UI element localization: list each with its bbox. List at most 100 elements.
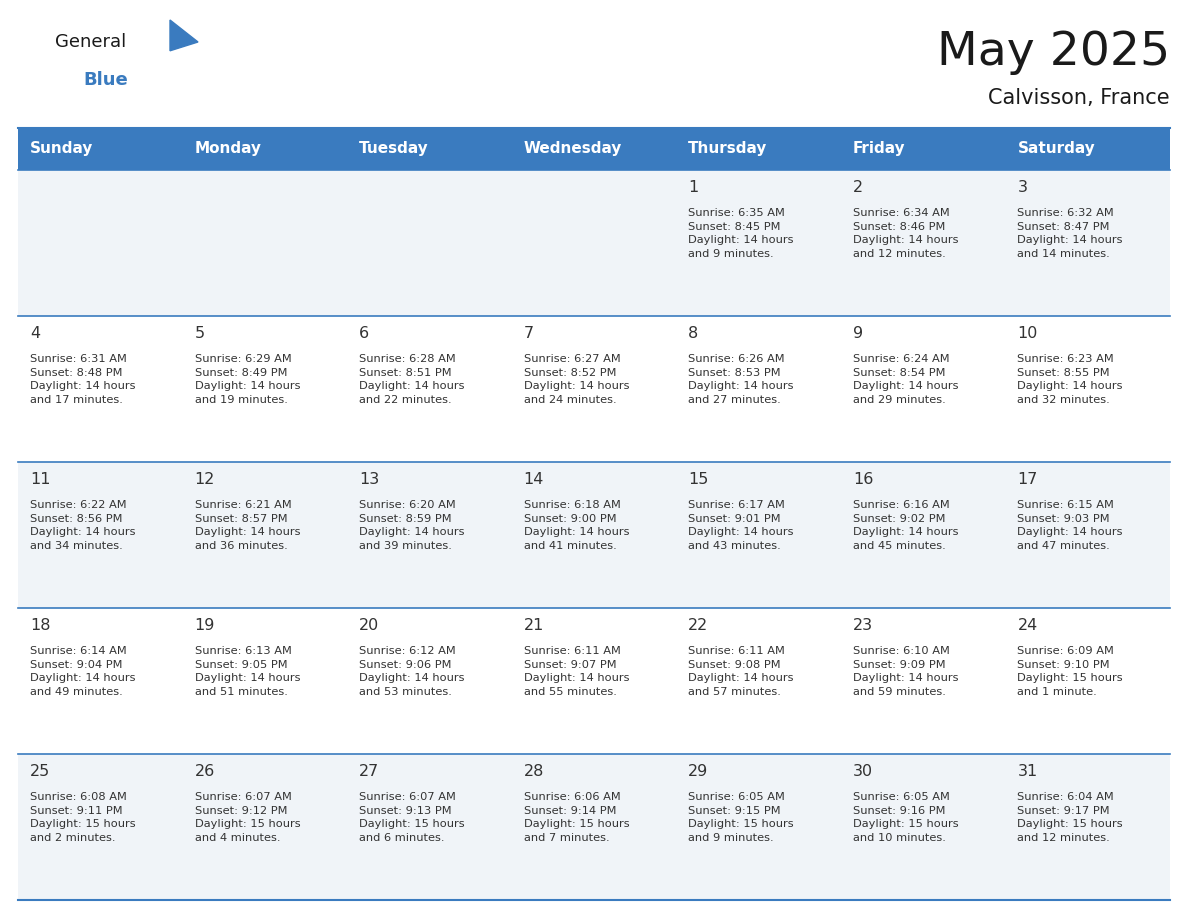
Text: Sunrise: 6:04 AM
Sunset: 9:17 PM
Daylight: 15 hours
and 12 minutes.: Sunrise: 6:04 AM Sunset: 9:17 PM Dayligh…: [1017, 792, 1123, 843]
Text: Sunrise: 6:32 AM
Sunset: 8:47 PM
Daylight: 14 hours
and 14 minutes.: Sunrise: 6:32 AM Sunset: 8:47 PM Dayligh…: [1017, 208, 1123, 259]
Text: 8: 8: [688, 326, 699, 341]
Text: 17: 17: [1017, 472, 1038, 487]
Text: 28: 28: [524, 764, 544, 779]
Text: Sunrise: 6:34 AM
Sunset: 8:46 PM
Daylight: 14 hours
and 12 minutes.: Sunrise: 6:34 AM Sunset: 8:46 PM Dayligh…: [853, 208, 959, 259]
Bar: [183, 462, 347, 608]
Text: Sunrise: 6:11 AM
Sunset: 9:08 PM
Daylight: 14 hours
and 57 minutes.: Sunrise: 6:11 AM Sunset: 9:08 PM Dayligh…: [688, 646, 794, 697]
Text: Sunrise: 6:26 AM
Sunset: 8:53 PM
Daylight: 14 hours
and 27 minutes.: Sunrise: 6:26 AM Sunset: 8:53 PM Dayligh…: [688, 354, 794, 405]
Text: Sunrise: 6:15 AM
Sunset: 9:03 PM
Daylight: 14 hours
and 47 minutes.: Sunrise: 6:15 AM Sunset: 9:03 PM Dayligh…: [1017, 500, 1123, 551]
Bar: [841, 316, 1005, 462]
Text: 21: 21: [524, 618, 544, 633]
Text: 13: 13: [359, 472, 379, 487]
Text: Sunrise: 6:13 AM
Sunset: 9:05 PM
Daylight: 14 hours
and 51 minutes.: Sunrise: 6:13 AM Sunset: 9:05 PM Dayligh…: [195, 646, 301, 697]
Bar: [18, 316, 183, 462]
Bar: [841, 608, 1005, 754]
Text: 5: 5: [195, 326, 204, 341]
Bar: [347, 316, 512, 462]
Text: 6: 6: [359, 326, 369, 341]
Text: Sunrise: 6:07 AM
Sunset: 9:13 PM
Daylight: 15 hours
and 6 minutes.: Sunrise: 6:07 AM Sunset: 9:13 PM Dayligh…: [359, 792, 465, 843]
Bar: [18, 754, 183, 900]
Text: 19: 19: [195, 618, 215, 633]
Text: Sunrise: 6:14 AM
Sunset: 9:04 PM
Daylight: 14 hours
and 49 minutes.: Sunrise: 6:14 AM Sunset: 9:04 PM Dayligh…: [30, 646, 135, 697]
Bar: [347, 608, 512, 754]
Text: Calvisson, France: Calvisson, France: [988, 88, 1170, 108]
Text: 16: 16: [853, 472, 873, 487]
Bar: [676, 754, 841, 900]
Bar: [1005, 462, 1170, 608]
Text: 24: 24: [1017, 618, 1037, 633]
Text: Sunrise: 6:16 AM
Sunset: 9:02 PM
Daylight: 14 hours
and 45 minutes.: Sunrise: 6:16 AM Sunset: 9:02 PM Dayligh…: [853, 500, 959, 551]
Bar: [1005, 170, 1170, 316]
Bar: [841, 462, 1005, 608]
Text: Sunrise: 6:20 AM
Sunset: 8:59 PM
Daylight: 14 hours
and 39 minutes.: Sunrise: 6:20 AM Sunset: 8:59 PM Dayligh…: [359, 500, 465, 551]
Text: Saturday: Saturday: [1017, 141, 1095, 156]
Text: Sunrise: 6:35 AM
Sunset: 8:45 PM
Daylight: 14 hours
and 9 minutes.: Sunrise: 6:35 AM Sunset: 8:45 PM Dayligh…: [688, 208, 794, 259]
Text: 25: 25: [30, 764, 50, 779]
Text: 7: 7: [524, 326, 533, 341]
Text: 4: 4: [30, 326, 40, 341]
Text: Sunrise: 6:27 AM
Sunset: 8:52 PM
Daylight: 14 hours
and 24 minutes.: Sunrise: 6:27 AM Sunset: 8:52 PM Dayligh…: [524, 354, 630, 405]
Bar: [347, 462, 512, 608]
Text: 3: 3: [1017, 180, 1028, 195]
Bar: [676, 608, 841, 754]
Text: 14: 14: [524, 472, 544, 487]
Text: Tuesday: Tuesday: [359, 141, 429, 156]
Bar: [18, 128, 1170, 170]
Bar: [18, 170, 183, 316]
Text: Wednesday: Wednesday: [524, 141, 623, 156]
Text: 20: 20: [359, 618, 379, 633]
Text: Sunday: Sunday: [30, 141, 94, 156]
Text: 31: 31: [1017, 764, 1037, 779]
Text: 2: 2: [853, 180, 862, 195]
Text: Sunrise: 6:18 AM
Sunset: 9:00 PM
Daylight: 14 hours
and 41 minutes.: Sunrise: 6:18 AM Sunset: 9:00 PM Dayligh…: [524, 500, 630, 551]
Bar: [841, 170, 1005, 316]
Text: 27: 27: [359, 764, 379, 779]
Text: Monday: Monday: [195, 141, 261, 156]
Text: Blue: Blue: [83, 71, 128, 89]
Text: Thursday: Thursday: [688, 141, 767, 156]
Text: 23: 23: [853, 618, 873, 633]
Bar: [512, 316, 676, 462]
Text: 12: 12: [195, 472, 215, 487]
Text: 30: 30: [853, 764, 873, 779]
Text: Sunrise: 6:17 AM
Sunset: 9:01 PM
Daylight: 14 hours
and 43 minutes.: Sunrise: 6:17 AM Sunset: 9:01 PM Dayligh…: [688, 500, 794, 551]
Bar: [841, 754, 1005, 900]
Bar: [676, 170, 841, 316]
Bar: [512, 170, 676, 316]
Text: Sunrise: 6:05 AM
Sunset: 9:16 PM
Daylight: 15 hours
and 10 minutes.: Sunrise: 6:05 AM Sunset: 9:16 PM Dayligh…: [853, 792, 959, 843]
Bar: [1005, 316, 1170, 462]
Bar: [183, 170, 347, 316]
Bar: [183, 316, 347, 462]
Text: 9: 9: [853, 326, 862, 341]
Text: Sunrise: 6:10 AM
Sunset: 9:09 PM
Daylight: 14 hours
and 59 minutes.: Sunrise: 6:10 AM Sunset: 9:09 PM Dayligh…: [853, 646, 959, 697]
Text: Sunrise: 6:24 AM
Sunset: 8:54 PM
Daylight: 14 hours
and 29 minutes.: Sunrise: 6:24 AM Sunset: 8:54 PM Dayligh…: [853, 354, 959, 405]
Text: 18: 18: [30, 618, 51, 633]
Bar: [183, 608, 347, 754]
Text: 1: 1: [688, 180, 699, 195]
Text: Sunrise: 6:23 AM
Sunset: 8:55 PM
Daylight: 14 hours
and 32 minutes.: Sunrise: 6:23 AM Sunset: 8:55 PM Dayligh…: [1017, 354, 1123, 405]
Bar: [18, 462, 183, 608]
Text: May 2025: May 2025: [937, 30, 1170, 75]
Bar: [18, 608, 183, 754]
Text: 22: 22: [688, 618, 708, 633]
Text: Sunrise: 6:11 AM
Sunset: 9:07 PM
Daylight: 14 hours
and 55 minutes.: Sunrise: 6:11 AM Sunset: 9:07 PM Dayligh…: [524, 646, 630, 697]
Text: Friday: Friday: [853, 141, 905, 156]
Bar: [183, 754, 347, 900]
Text: Sunrise: 6:29 AM
Sunset: 8:49 PM
Daylight: 14 hours
and 19 minutes.: Sunrise: 6:29 AM Sunset: 8:49 PM Dayligh…: [195, 354, 301, 405]
Text: Sunrise: 6:12 AM
Sunset: 9:06 PM
Daylight: 14 hours
and 53 minutes.: Sunrise: 6:12 AM Sunset: 9:06 PM Dayligh…: [359, 646, 465, 697]
Text: Sunrise: 6:22 AM
Sunset: 8:56 PM
Daylight: 14 hours
and 34 minutes.: Sunrise: 6:22 AM Sunset: 8:56 PM Dayligh…: [30, 500, 135, 551]
Bar: [512, 754, 676, 900]
Text: Sunrise: 6:07 AM
Sunset: 9:12 PM
Daylight: 15 hours
and 4 minutes.: Sunrise: 6:07 AM Sunset: 9:12 PM Dayligh…: [195, 792, 301, 843]
Text: 15: 15: [688, 472, 709, 487]
Text: 29: 29: [688, 764, 708, 779]
Text: 26: 26: [195, 764, 215, 779]
Text: 10: 10: [1017, 326, 1038, 341]
Bar: [1005, 608, 1170, 754]
Text: Sunrise: 6:08 AM
Sunset: 9:11 PM
Daylight: 15 hours
and 2 minutes.: Sunrise: 6:08 AM Sunset: 9:11 PM Dayligh…: [30, 792, 135, 843]
Text: 11: 11: [30, 472, 51, 487]
Text: Sunrise: 6:21 AM
Sunset: 8:57 PM
Daylight: 14 hours
and 36 minutes.: Sunrise: 6:21 AM Sunset: 8:57 PM Dayligh…: [195, 500, 301, 551]
Bar: [1005, 754, 1170, 900]
Text: General: General: [55, 33, 126, 51]
Bar: [512, 462, 676, 608]
Bar: [512, 608, 676, 754]
